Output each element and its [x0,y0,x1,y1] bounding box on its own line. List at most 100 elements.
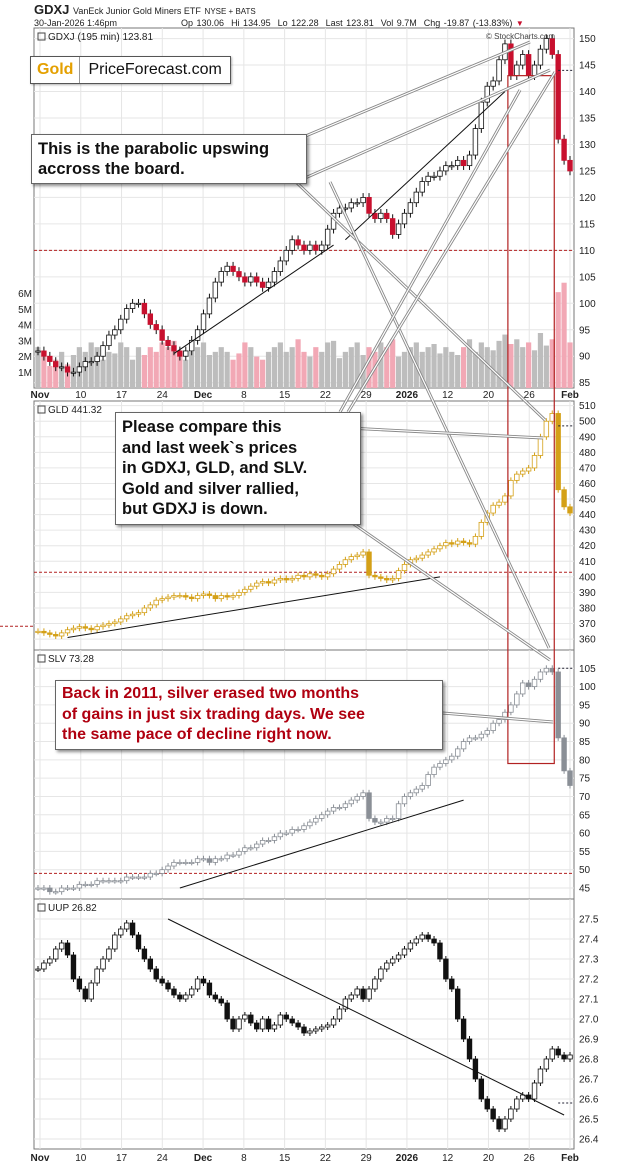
uup-candle [147,958,154,970]
gdxj-panel: 85 90 95 100 105 110 115 120 125 130 135 140 145 150 G… [18,27,596,389]
uup-candle [490,1108,496,1120]
slv-candle [94,880,100,885]
volume-bar [419,351,425,388]
x-axis-label: 17 [116,1153,128,1164]
gld-candle [212,595,219,600]
x-axis-label: Dec [194,1153,213,1164]
uup-candle [58,942,65,950]
gld-candle [555,413,561,491]
gdxj-candle [35,350,41,353]
uup-candle [135,934,142,950]
slv-candle [555,671,561,739]
slv-candle [413,788,420,794]
uup-candle [301,1026,307,1034]
uup-candle [313,1028,319,1032]
gdxj-candle [378,212,384,219]
gdxj-candle [212,281,219,299]
volume-bar [537,333,544,388]
gld-candle [41,630,47,634]
gdxj-candle [520,54,526,66]
x-axis-label-upper: 17 [116,390,128,401]
x-axis-label-upper: 2026 [396,390,419,401]
down-arrow-icon: ▼ [515,19,524,28]
x-axis-label-upper: 12 [442,390,454,401]
slv-candle [425,774,431,786]
gld-candle [47,632,53,635]
gld-candle [336,564,343,570]
volume-bar [330,340,337,388]
volume-bar [212,351,218,388]
gdxj-candle [106,334,112,347]
uup-candle [289,1018,295,1024]
slv-candle [419,785,425,790]
gld-y-tick: 470 [579,463,596,474]
gld-candle [389,578,396,581]
slv-candle [88,883,94,886]
uup-candle [330,1018,337,1026]
x-axis-label: 10 [75,1153,87,1164]
gdxj-candle [555,54,561,140]
x-axis-label-upper: 29 [361,390,373,401]
gdxj-title-swatch [37,32,46,41]
gld-candle [466,542,473,545]
gdxj-candle [289,239,295,251]
pointer-parabolic-gdxj-2-inner [295,69,551,183]
x-axis-label: 22 [320,1153,332,1164]
uup-candle [295,1022,301,1028]
volume-bar [472,351,479,388]
x-axis-label-upper: 22 [320,390,332,401]
gdxj-candle [425,175,431,182]
gdxj-y-tick: 125 [579,166,596,177]
uup-candle [218,998,224,1004]
gld-candle [319,574,325,578]
gld-candle [200,593,207,596]
uup-candle [324,1024,331,1028]
uup-candle [372,978,378,990]
gdxj-candle [224,265,230,272]
volume-bar [189,351,195,388]
slv-candle [188,861,195,864]
slv-candle [372,818,378,823]
gld-trendline [67,576,441,639]
volume-bar [307,356,313,388]
slv-candle [301,825,307,830]
volume-bar [437,353,443,388]
gld-candle [514,473,520,481]
x-axis-label: 12 [442,1153,454,1164]
volume-bar [526,342,532,388]
slv-candle [230,854,236,857]
volume-bar [478,342,484,388]
slv-y-tick: 45 [579,884,591,895]
gdxj-candle [443,165,449,172]
volume-bar [135,347,142,388]
uup-candle [531,1082,538,1100]
gld-candle [242,588,248,593]
slv-candle [70,887,77,890]
uup-candle [514,1098,520,1110]
volume-bar [461,347,467,388]
uup-candle [159,978,165,984]
uup-candle [443,958,449,980]
uup-candle [360,988,366,1000]
gld-candle [123,615,130,620]
gld-candle [188,596,195,600]
gld-candle [100,624,106,628]
gdxj-candle [94,355,100,362]
slv-candle [147,872,154,878]
volume-bar [378,342,384,388]
gld-candle [419,554,425,559]
gld-candle [295,574,301,579]
callout-parabolic: This is the parabolic upswing accross th… [31,134,307,184]
volume-bar [549,339,555,388]
pointer-silver-inner [429,711,554,723]
uup-y-tick: 27.4 [579,935,599,946]
volume-bar [165,347,171,388]
uup-y-tick: 27.3 [579,955,599,966]
gdxj-candle [271,271,278,283]
gld-title-swatch [37,405,46,414]
gdxj-candle [100,345,106,357]
slv-candle [348,799,354,805]
gdxj-candle [76,366,83,373]
slv-y-tick: 85 [579,737,591,748]
volume-bar [325,342,331,388]
